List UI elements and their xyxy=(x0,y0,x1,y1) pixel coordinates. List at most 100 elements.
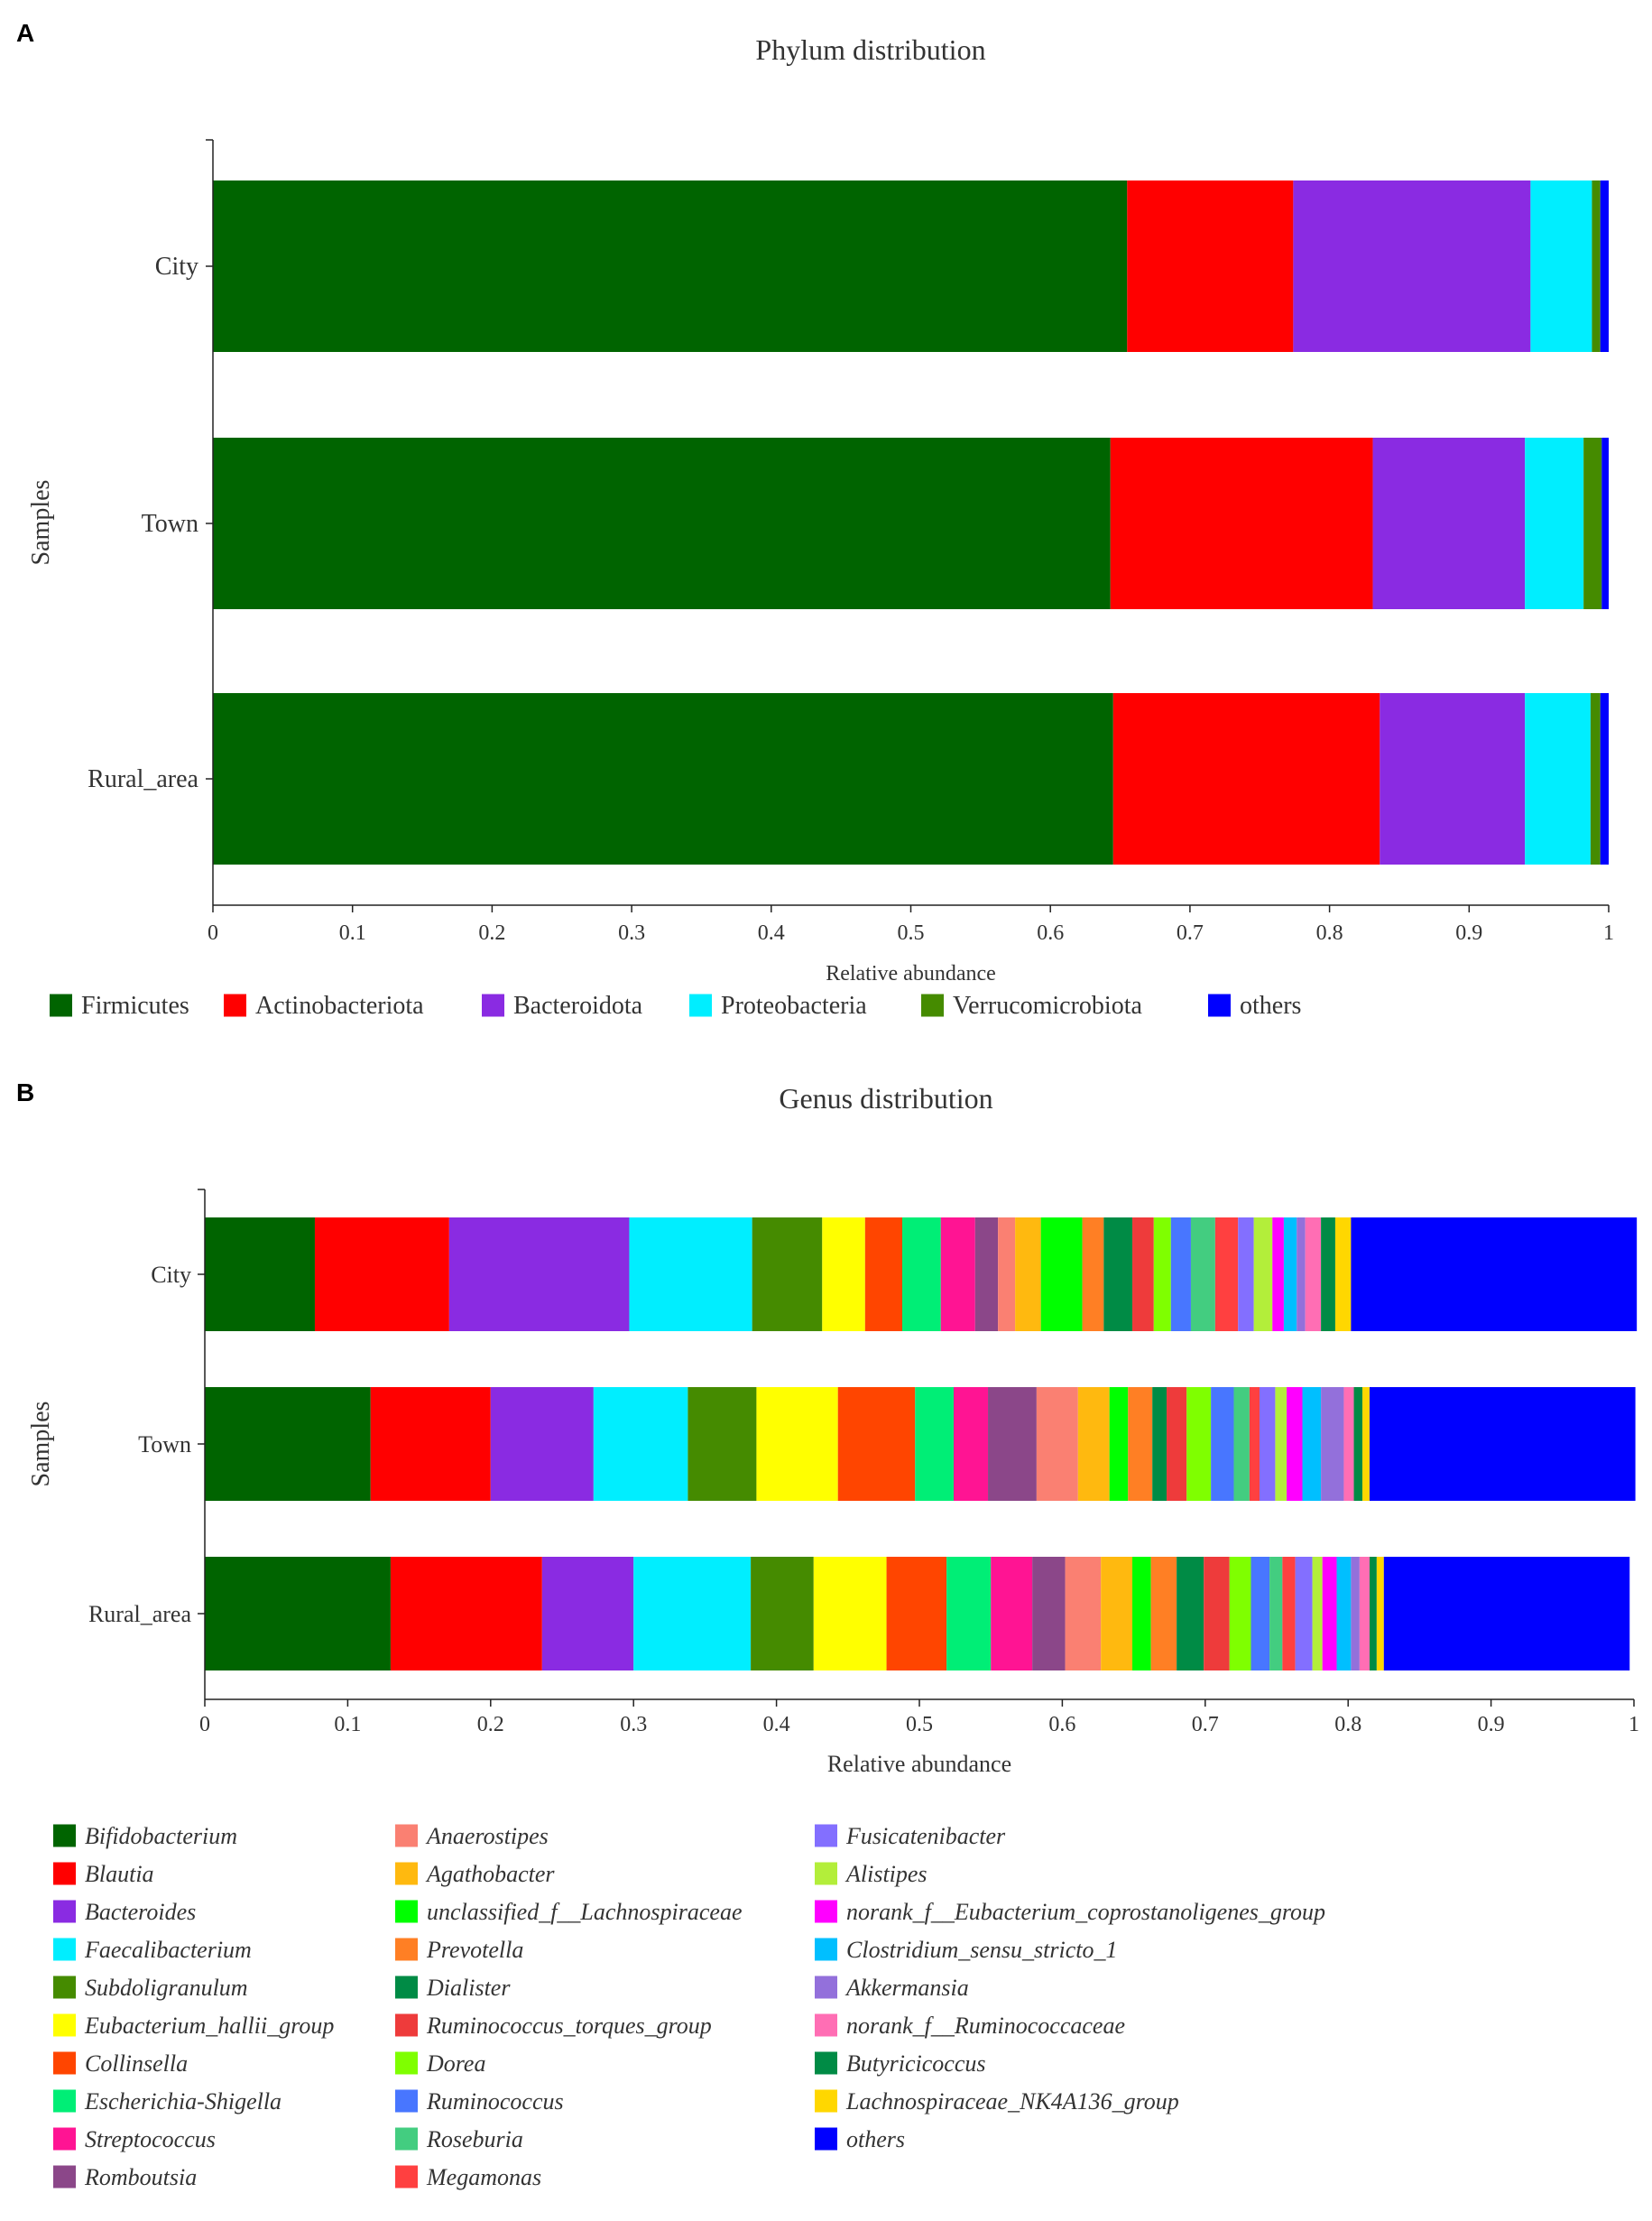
panel-b-legend-swatch-agathobacter xyxy=(395,1862,418,1885)
panel-b-legend-swatch-faecalibacterium xyxy=(53,1938,76,1961)
panel-a-x-tick-label: 1 xyxy=(1603,921,1614,945)
panel-b-bar-city-norank-f-eubacterium-coprostanoligenes-group xyxy=(1272,1217,1284,1331)
panel-b-legend-swatch-streptococcus xyxy=(53,2127,76,2151)
panel-b-legend-swatch-blautia xyxy=(53,1862,76,1885)
panel-b-legend-swatch-bifidobacterium xyxy=(53,1824,76,1847)
panel-b-legend-swatch-clostridium-sensu-stricto-1 xyxy=(815,1938,837,1961)
panel-b-bar-city-bifidobacterium xyxy=(205,1217,315,1331)
panel-b-bar-rural-area-agathobacter xyxy=(1101,1557,1133,1670)
panel-b-legend-label-others: others xyxy=(846,2126,905,2152)
panel-b-bar-town-blautia xyxy=(370,1387,491,1501)
panel-b-bar-town-butyricicoccus xyxy=(1353,1387,1363,1501)
panel-b-bar-rural-area-unclassified-f-lachnospiraceae xyxy=(1132,1557,1151,1670)
panel-b-legend-label-ruminococcus-torques-group: Ruminococcus_torques_group xyxy=(426,2013,712,2039)
panel-b-bar-rural-area-megamonas xyxy=(1282,1557,1296,1670)
panel-b-x-tick-label: 0.7 xyxy=(1192,1713,1219,1736)
panel-a-legend-swatch-actinobacteriota xyxy=(224,994,246,1017)
panel-a-bar-city-proteobacteria xyxy=(1530,180,1592,352)
panel-b-legend-swatch-dorea xyxy=(395,2051,418,2075)
panel-a-bar-town-firmicutes xyxy=(213,438,1111,609)
panel-b-bar-town-alistipes xyxy=(1275,1387,1287,1501)
panel-a-y-axis-label: Samples xyxy=(27,480,55,566)
panel-a-bar-rural-area-firmicutes xyxy=(213,693,1113,865)
panel-b-legend-label-prevotella: Prevotella xyxy=(426,1937,523,1963)
panel-b-bar-city-subdoligranulum xyxy=(752,1217,823,1331)
panel-b-bar-town-norank-f-ruminococcaceae xyxy=(1343,1387,1354,1501)
panel-b-legend-swatch-fusicatenibacter xyxy=(815,1824,837,1847)
panel-b-bar-rural-area-ruminococcus xyxy=(1251,1557,1270,1670)
panel-b-bar-town-dialister xyxy=(1152,1387,1167,1501)
panel-a-bar-city-firmicutes xyxy=(213,180,1128,352)
panel-b-bar-town-subdoligranulum xyxy=(688,1387,757,1501)
panel-a-legend-label-others: others xyxy=(1240,992,1301,1020)
panel-b-bar-rural-area-dialister xyxy=(1177,1557,1204,1670)
panel-b-bar-city-clostridium-sensu-stricto-1 xyxy=(1283,1217,1297,1331)
panel-b-bar-rural-area-blautia xyxy=(390,1557,542,1670)
panel-b-x-axis-label: Relative abundance xyxy=(827,1751,1011,1777)
panel-b-legend-label-lachnospiraceae-nk4a136-group: Lachnospiraceae_NK4A136_group xyxy=(845,2088,1179,2115)
panel-a-bar-town-others xyxy=(1601,438,1609,609)
panel-a-bar-rural-area-verrucomicrobiota xyxy=(1590,693,1601,865)
panel-a-legend-label-verrucomicrobiota: Verrucomicrobiota xyxy=(953,992,1142,1020)
panel-b-bar-city-unclassified-f-lachnospiraceae xyxy=(1040,1217,1083,1331)
panel-b-x-tick-label: 0.9 xyxy=(1478,1713,1505,1736)
panel-b-x-tick-label: 0.6 xyxy=(1048,1713,1075,1736)
panel-b-legend-label-butyricicoccus: Butyricicoccus xyxy=(846,2050,986,2077)
panel-b-bar-city-faecalibacterium xyxy=(629,1217,752,1331)
panel-b-legend-label-agathobacter: Agathobacter xyxy=(425,1861,555,1887)
panel-b-legend-label-dorea: Dorea xyxy=(426,2050,485,2077)
panel-b-bar-city-dialister xyxy=(1103,1217,1133,1331)
panel-a-x-tick-label: 0.2 xyxy=(478,921,505,945)
panel-a-x-tick-label: 0 xyxy=(208,921,218,945)
panel-b-bar-town-norank-f-eubacterium-coprostanoligenes-group xyxy=(1287,1387,1303,1501)
panel-b-bar-city-dorea xyxy=(1153,1217,1171,1331)
panel-b-legend-label-collinsella: Collinsella xyxy=(85,2050,188,2077)
panel-a-bar-rural-area-others xyxy=(1600,693,1609,865)
panel-b-bar-rural-area-escherichia-shigella xyxy=(946,1557,992,1670)
panel-b-legend-label-escherichia-shigella: Escherichia-Shigella xyxy=(84,2088,281,2115)
panel-b-legend-swatch-unclassified-f-lachnospiraceae xyxy=(395,1900,418,1923)
panel-b-bar-city-streptococcus xyxy=(940,1217,975,1331)
panel-b-legend-swatch-dialister xyxy=(395,1976,418,1999)
panel-a-x-tick-label: 0.9 xyxy=(1455,921,1482,945)
panel-b-bar-city-eubacterium-hallii-group xyxy=(822,1217,865,1331)
panel-b-bar-town-bifidobacterium xyxy=(205,1387,371,1501)
panel-a-legend-label-firmicutes: Firmicutes xyxy=(81,992,189,1020)
panel-b-legend-label-alistipes: Alistipes xyxy=(844,1861,928,1887)
panel-b-bar-town-prevotella xyxy=(1128,1387,1153,1501)
panel-b-x-tick-label: 0.3 xyxy=(620,1713,647,1736)
panel-b-bar-rural-area-bacteroides xyxy=(541,1557,634,1670)
panel-b-bar-rural-area-norank-f-eubacterium-coprostanoligenes-group xyxy=(1322,1557,1337,1670)
panel-b-bar-city-anaerostipes xyxy=(998,1217,1016,1331)
panel-b-bar-rural-area-subdoligranulum xyxy=(751,1557,814,1670)
panel-b-bar-town-eubacterium-hallii-group xyxy=(756,1387,838,1501)
panel-b-legend-label-ruminococcus: Ruminococcus xyxy=(426,2088,564,2115)
panel-b-bar-town-romboutsia xyxy=(988,1387,1037,1501)
panel-b-legend-label-fusicatenibacter: Fusicatenibacter xyxy=(845,1823,1006,1849)
panel-b-bar-town-streptococcus xyxy=(954,1387,989,1501)
panel-b-bar-rural-area-roseburia xyxy=(1269,1557,1283,1670)
panel-b-bar-city-alistipes xyxy=(1253,1217,1273,1331)
panel-b-legend-swatch-eubacterium-hallii-group xyxy=(53,2013,76,2037)
panel-b-bar-town-bacteroides xyxy=(490,1387,594,1501)
panel-b-bar-city-norank-f-ruminococcaceae xyxy=(1305,1217,1322,1331)
panel-b-bar-city-prevotella xyxy=(1082,1217,1104,1331)
panel-b-legend-label-eubacterium-hallii-group: Eubacterium_hallii_group xyxy=(84,2013,334,2039)
panel-a-bar-city-bacteroidota xyxy=(1293,180,1531,352)
panel-a-legend-swatch-verrucomicrobiota xyxy=(921,994,944,1017)
panel-b-legend-swatch-ruminococcus xyxy=(395,2089,418,2113)
panel-a-y-tick-label-town: Town xyxy=(142,510,198,538)
panel-b-bar-city-lachnospiraceae-nk4a136-group xyxy=(1334,1217,1352,1331)
panel-b-bar-town-megamonas xyxy=(1249,1387,1260,1501)
panel-a: A Phylum distribution City Town Rural_area 0 0… xyxy=(16,19,1614,1020)
panel-a-bar-city-actinobacteriota xyxy=(1127,180,1294,352)
panel-b-bar-rural-area-eubacterium-hallii-group xyxy=(813,1557,887,1670)
panel-b-bar-town-akkermansia xyxy=(1321,1387,1344,1501)
panel-b-legend-swatch-anaerostipes xyxy=(395,1824,418,1847)
panel-b-x-tick-label: 1 xyxy=(1629,1713,1639,1736)
panel-b-legend-label-norank-f-eubacterium-coprostanoligenes-group: norank_f__Eubacterium_coprostanoligenes_… xyxy=(846,1899,1325,1925)
panel-b-bar-rural-area-ruminococcus-torques-group xyxy=(1204,1557,1230,1670)
panel-b-legend-label-akkermansia: Akkermansia xyxy=(844,1975,969,2001)
panel-a-bar-town-actinobacteriota xyxy=(1110,438,1373,609)
panel-b-panel-label: B xyxy=(16,1078,34,1106)
